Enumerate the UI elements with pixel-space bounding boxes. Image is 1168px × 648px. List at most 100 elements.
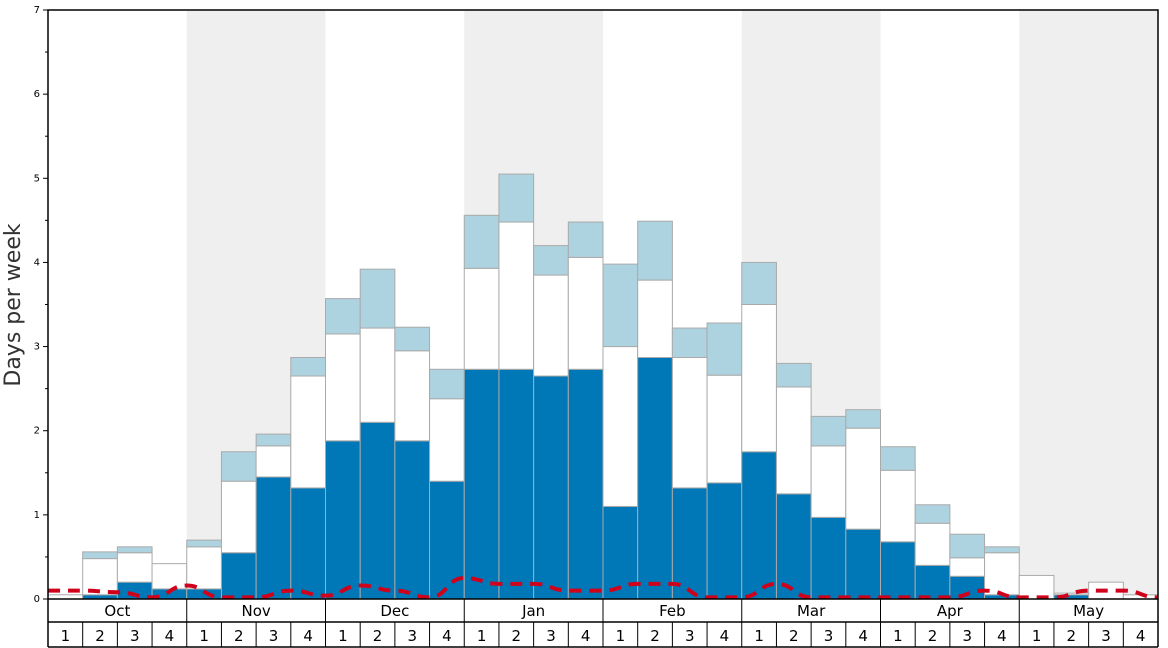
month-label-feb: Feb [659, 602, 686, 620]
y-tick-label: 7 [34, 5, 40, 16]
bar-segment [949, 533, 986, 559]
bar-segment [325, 333, 361, 442]
bar-segment [775, 493, 812, 600]
bar-segment [602, 263, 639, 348]
bar-segment [498, 368, 535, 600]
week-label: 2 [234, 627, 244, 645]
month-label-oct: Oct [104, 602, 130, 620]
week-label: 4 [165, 627, 175, 645]
bar-segment [498, 173, 535, 223]
bar-segment [186, 588, 222, 600]
bar-segment [394, 350, 431, 442]
y-tick-label: 2 [34, 426, 40, 437]
week-label: 4 [1136, 627, 1146, 645]
bar-segment [845, 409, 881, 429]
week-label: 1 [1032, 627, 1042, 645]
bar-segment [429, 368, 465, 400]
week-label: 2 [928, 627, 938, 645]
bar-segment [914, 564, 951, 600]
week-label: 4 [720, 627, 730, 645]
bar-segment [325, 440, 361, 600]
bar-segment [498, 221, 535, 370]
week-label: 1 [477, 627, 487, 645]
bar-segment [463, 368, 500, 600]
month-label-jan: Jan [521, 602, 545, 620]
bar-segment [359, 421, 396, 600]
bar-segment [220, 480, 257, 554]
week-label: 2 [95, 627, 105, 645]
bar-segment [810, 415, 847, 447]
dashed-line [48, 575, 1159, 600]
bar-segment [82, 551, 118, 560]
week-label: 2 [1067, 627, 1077, 645]
week-label: 2 [512, 627, 522, 645]
bar-segment [359, 268, 396, 329]
bar-segment [880, 469, 916, 543]
bar-segment [671, 487, 708, 600]
bar-segment [394, 326, 431, 352]
month-label-dec: Dec [380, 602, 409, 620]
week-label: 3 [130, 627, 140, 645]
bar-segment [533, 274, 569, 377]
bar-segment [220, 552, 257, 600]
bar-segment [186, 539, 222, 548]
bar-segment [949, 557, 986, 577]
bar-segment [637, 357, 673, 600]
week-label: 3 [962, 627, 972, 645]
week-label: 1 [61, 627, 71, 645]
week-label: 4 [303, 627, 313, 645]
bar-segment [463, 214, 500, 269]
month-label-nov: Nov [241, 602, 270, 620]
bar-segment [775, 386, 812, 495]
bar-segment [706, 374, 743, 484]
bar-segment [394, 440, 431, 600]
bar-segment [637, 279, 673, 359]
week-label: 4 [858, 627, 868, 645]
week-label: 3 [407, 627, 417, 645]
y-axis-label: Days per week [1, 223, 26, 386]
bar-segment [602, 346, 639, 507]
bar-segment [116, 552, 153, 583]
week-label: 2 [789, 627, 799, 645]
bar-segment [567, 256, 604, 370]
y-tick-label: 6 [34, 89, 40, 100]
week-label: 1 [893, 627, 903, 645]
y-tick-label: 4 [34, 257, 40, 268]
month-label-apr: Apr [937, 602, 964, 620]
y-tick-label: 0 [34, 594, 40, 605]
bar-segment [359, 327, 396, 423]
plot-frame [47, 9, 1159, 600]
bar-segment [914, 504, 951, 524]
y-tick-label: 3 [34, 342, 40, 353]
bar-segment [637, 220, 673, 281]
bar-segment [255, 433, 292, 447]
bar-segment [533, 245, 569, 276]
x-axis: Oct 1 2 3 4 Nov 1 2 3 4 Dec 1 2 3 4 Jan 1 2 3 4 Feb 1 2 3 4 Mar 1 2… [47, 599, 1159, 648]
bar-segment [290, 487, 326, 600]
bar-segment [325, 298, 361, 335]
bar-segment [741, 451, 777, 600]
week-label: 3 [1101, 627, 1111, 645]
bar-segment [116, 546, 153, 554]
bar-segment [741, 261, 777, 305]
bar-segment [151, 563, 188, 590]
week-label: 1 [199, 627, 209, 645]
week-label: 2 [373, 627, 383, 645]
bar-segment [255, 445, 292, 478]
week-label: 1 [338, 627, 348, 645]
bar-segment [845, 528, 881, 600]
week-label: 2 [650, 627, 660, 645]
bar-segment [706, 322, 743, 376]
month-shade-may [1019, 10, 1158, 599]
bar-segment [82, 558, 118, 596]
y-tick-label: 1 [34, 510, 40, 521]
week-label: 3 [685, 627, 695, 645]
bar-segment [429, 480, 465, 600]
bar-segment [741, 304, 777, 453]
bar-segment [290, 375, 326, 489]
y-tick-label: 5 [34, 173, 40, 184]
week-label: 1 [754, 627, 764, 645]
bar-segment [533, 375, 569, 600]
bar-segment [984, 552, 1020, 596]
